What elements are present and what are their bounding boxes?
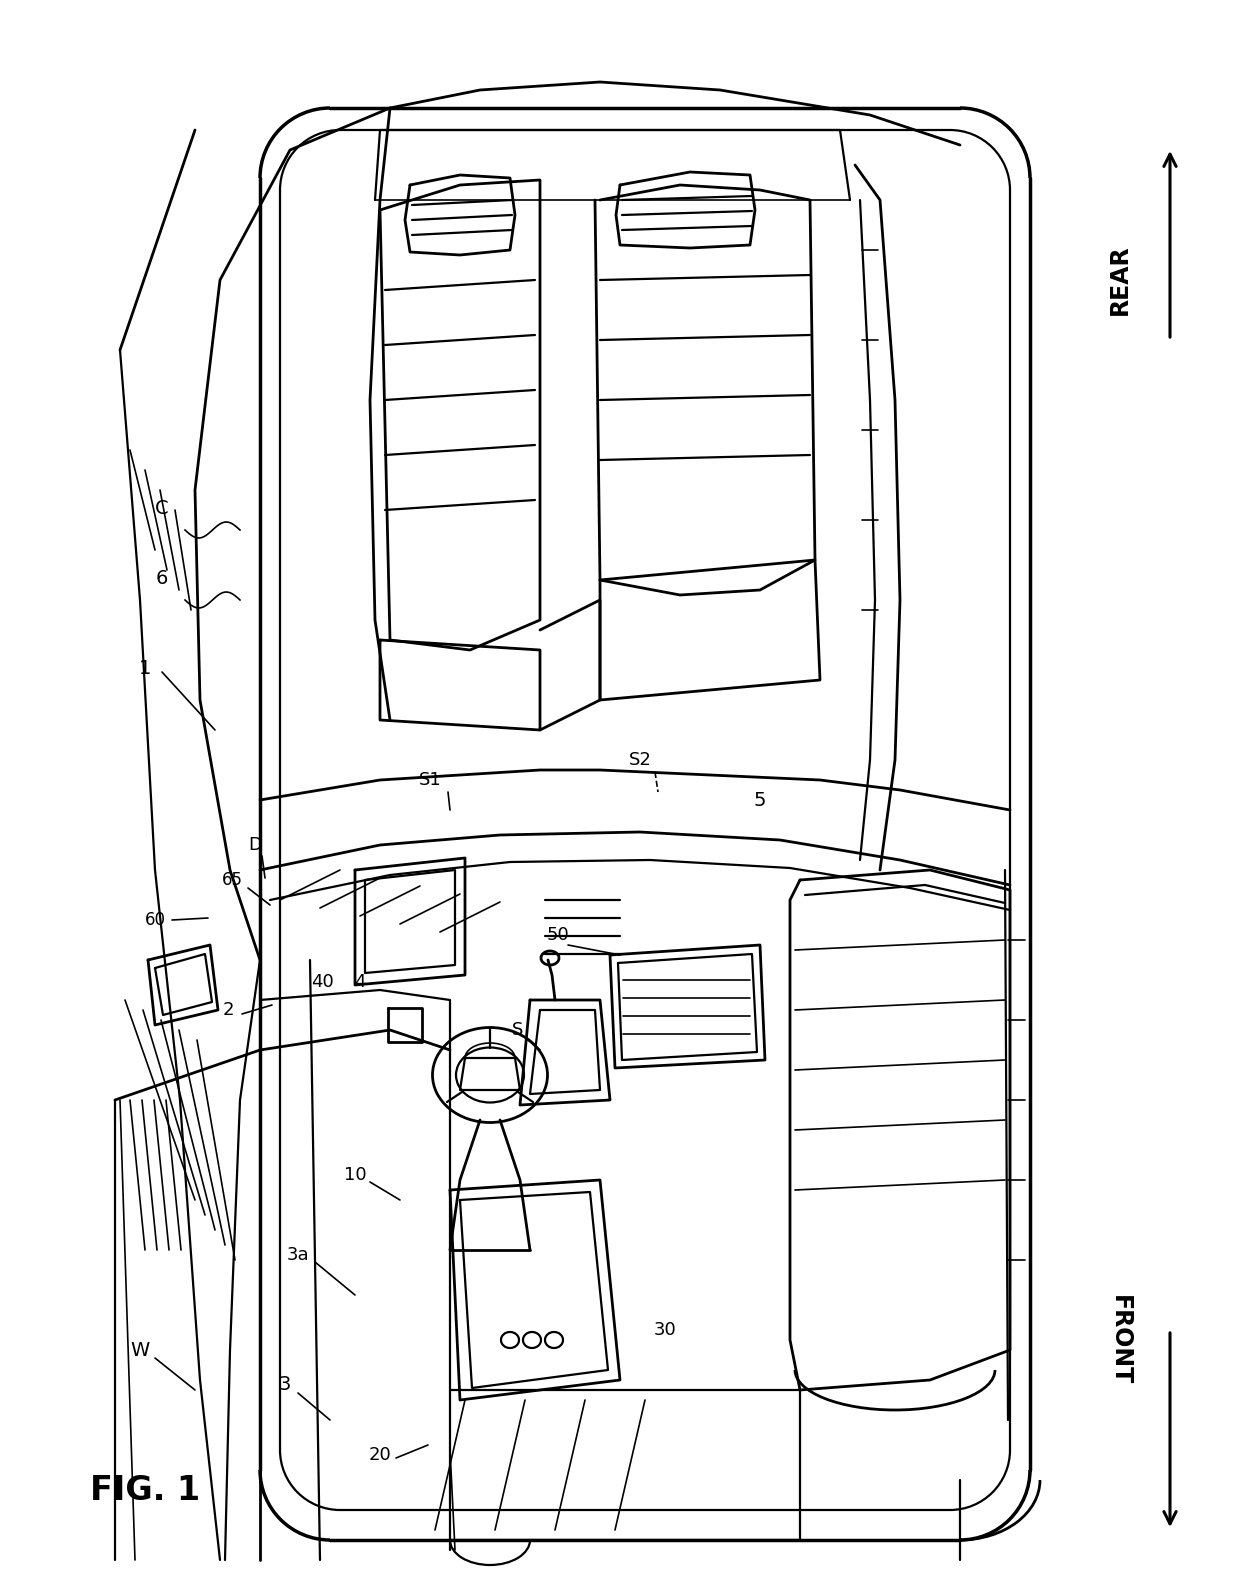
Text: 20: 20 [368, 1446, 392, 1465]
Text: S: S [512, 1021, 523, 1040]
Text: 50: 50 [547, 926, 569, 945]
Text: REAR: REAR [1109, 244, 1132, 315]
Text: 4: 4 [355, 973, 366, 991]
Text: S2: S2 [629, 751, 651, 769]
Text: 3: 3 [279, 1376, 291, 1395]
Text: FRONT: FRONT [1109, 1295, 1132, 1385]
Text: 10: 10 [343, 1167, 366, 1184]
Text: 2: 2 [222, 1002, 234, 1019]
Text: 40: 40 [311, 973, 334, 991]
Text: S1: S1 [419, 770, 441, 789]
Text: FIG. 1: FIG. 1 [91, 1474, 200, 1506]
Text: D: D [248, 835, 262, 854]
Text: 65: 65 [222, 872, 243, 889]
Text: C: C [155, 499, 169, 517]
Text: 3a: 3a [286, 1246, 309, 1263]
Text: 5: 5 [754, 791, 766, 810]
Text: W: W [130, 1341, 150, 1360]
Text: 60: 60 [145, 911, 165, 929]
Text: 6: 6 [156, 569, 169, 588]
Text: 1: 1 [139, 658, 151, 677]
Text: 30: 30 [653, 1320, 676, 1339]
